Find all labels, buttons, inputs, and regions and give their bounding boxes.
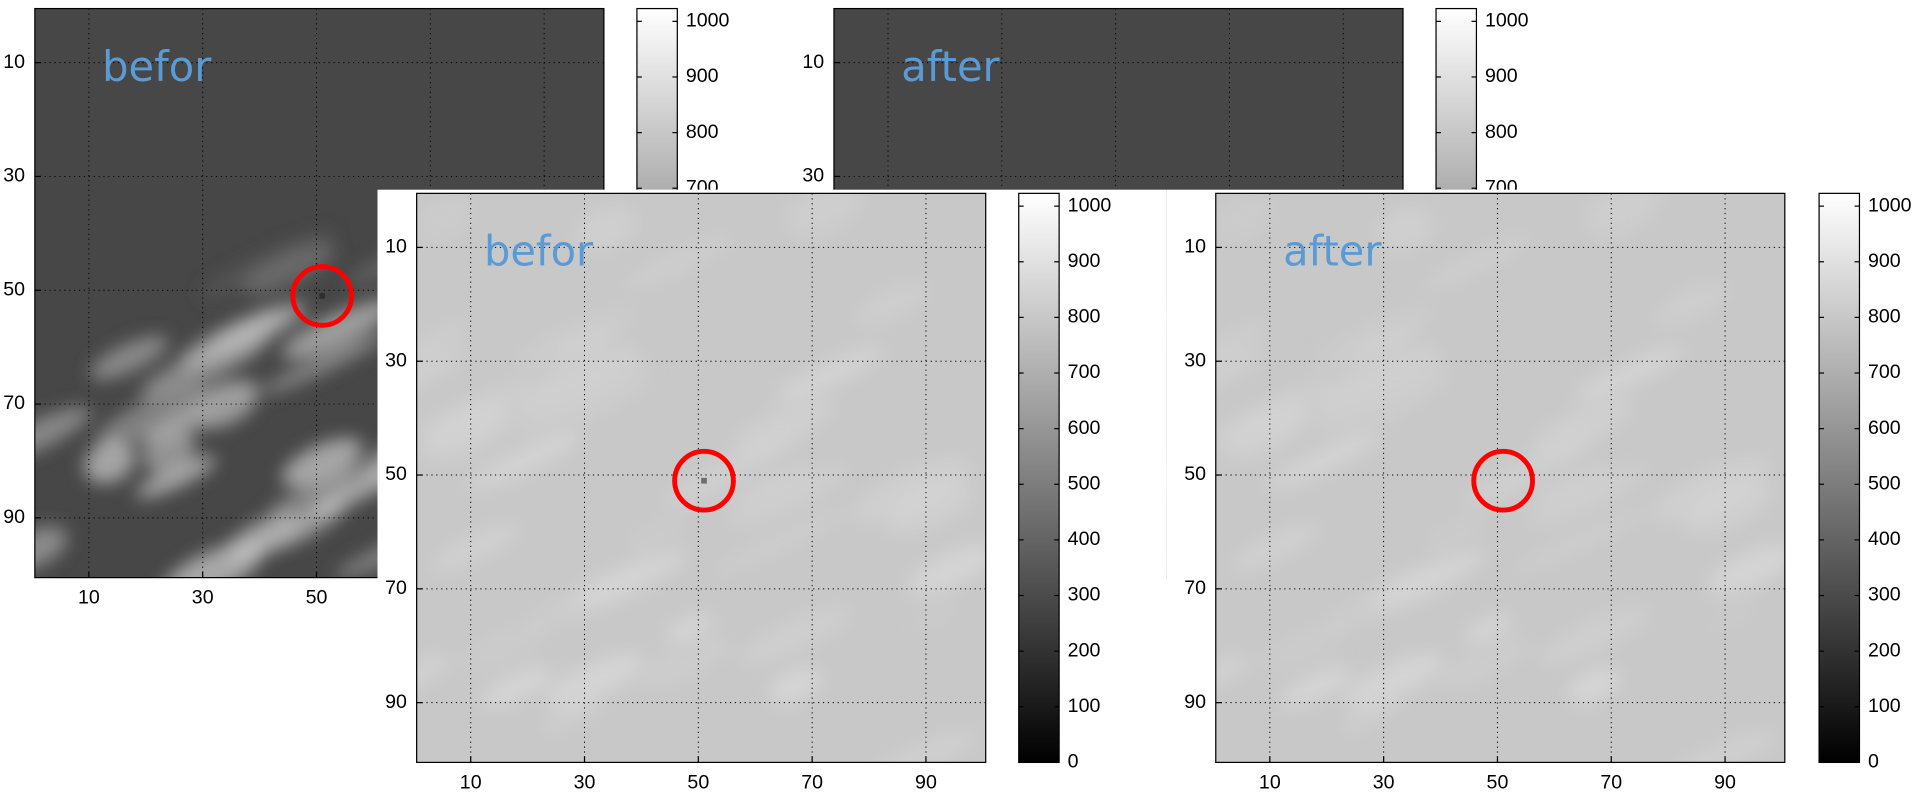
y-tick-label: 50 [385, 463, 407, 485]
y-tick-label: 30 [802, 165, 824, 187]
y-tick-label: 30 [1184, 349, 1206, 371]
chart: 10 30 50 70 90 10 30 50 70 90 befor 0 100 200 300 400 50… [363, 170, 1166, 793]
chart: 10 30 50 70 90 10 30 50 70 90 after 0 100 200 300 400 50… [1162, 170, 1919, 793]
colorbar-tick-label: 100 [1868, 695, 1901, 717]
y-tick-label: 90 [1184, 691, 1206, 713]
y-tick-label: 10 [1184, 236, 1206, 258]
colorbar-tick-label: 200 [1068, 639, 1101, 661]
y-tick-label: 70 [385, 577, 407, 599]
y-tick-label: 30 [3, 165, 25, 187]
colorbar-tick-label: 900 [686, 65, 719, 87]
colorbar-tick-label: 500 [1868, 472, 1901, 494]
annotation: befor [102, 42, 212, 91]
colorbar [1819, 193, 1859, 762]
colorbar-tick-label: 900 [1868, 250, 1901, 272]
image [1162, 170, 1801, 793]
x-tick-label: 30 [192, 587, 214, 609]
y-tick-label: 90 [3, 506, 25, 528]
colorbar-tick-label: 300 [1068, 584, 1101, 606]
y-tick-label: 10 [385, 236, 407, 258]
colorbar-tick-label: 400 [1868, 528, 1901, 550]
y-tick-label: 10 [802, 51, 824, 73]
colorbar-tick-label: 400 [1068, 528, 1101, 550]
colorbar-tick-label: 900 [1485, 65, 1518, 87]
x-tick-label: 10 [78, 587, 100, 609]
x-tick-label: 10 [1259, 771, 1281, 793]
x-tick-label: 90 [915, 771, 937, 793]
x-tick-label: 50 [687, 771, 709, 793]
outlier-pixel [701, 478, 707, 484]
colorbar-tick-label: 800 [1485, 121, 1518, 143]
colorbar-tick-label: 900 [1068, 250, 1101, 272]
x-tick-label: 70 [1600, 771, 1622, 793]
colorbar-tick-label: 800 [1868, 306, 1901, 328]
annotation: after [1283, 227, 1382, 276]
figure: 10305070901030507090befor010020030040050… [0, 0, 1920, 793]
colorbar-tick-label: 700 [1868, 361, 1901, 383]
colorbar-tick-label: 700 [1068, 361, 1101, 383]
x-tick-label: 30 [1373, 771, 1395, 793]
annotation: after [901, 42, 1000, 91]
colorbar-tick-label: 800 [1068, 306, 1101, 328]
page: {"chart_data": [ {"type": "image", "anno… [0, 0, 1920, 793]
colorbar-tick-label: 600 [1068, 417, 1101, 439]
colorbar-tick-label: 300 [1868, 584, 1901, 606]
colorbar-tick-label: 0 [1068, 751, 1079, 773]
colorbar-tick-label: 1000 [1868, 194, 1912, 216]
x-tick-label: 90 [1714, 771, 1736, 793]
colorbar-tick-label: 1000 [686, 10, 730, 32]
x-tick-label: 50 [306, 587, 328, 609]
x-tick-label: 50 [1487, 771, 1509, 793]
annotation: befor [484, 227, 594, 276]
colorbar-tick-label: 500 [1068, 472, 1101, 494]
y-tick-label: 50 [3, 278, 25, 300]
colorbar-tick-label: 100 [1068, 695, 1101, 717]
colorbar-tick-label: 800 [686, 121, 719, 143]
colorbar-tick-label: 600 [1868, 417, 1901, 439]
colorbar-tick-label: 1000 [1068, 194, 1112, 216]
x-tick-label: 70 [801, 771, 823, 793]
x-tick-label: 30 [574, 771, 596, 793]
colorbar-tick-label: 200 [1868, 639, 1901, 661]
colorbar-tick-label: 1000 [1485, 10, 1529, 32]
y-tick-label: 50 [1184, 463, 1206, 485]
outlier-pixel [319, 293, 325, 299]
y-tick-label: 30 [385, 349, 407, 371]
y-tick-label: 10 [3, 51, 25, 73]
y-tick-label: 90 [385, 691, 407, 713]
y-tick-label: 70 [1184, 577, 1206, 599]
colorbar-tick-label: 0 [1868, 751, 1879, 773]
x-tick-label: 10 [460, 771, 482, 793]
image [363, 170, 1002, 793]
colorbar [1019, 193, 1059, 762]
y-tick-label: 70 [3, 392, 25, 414]
